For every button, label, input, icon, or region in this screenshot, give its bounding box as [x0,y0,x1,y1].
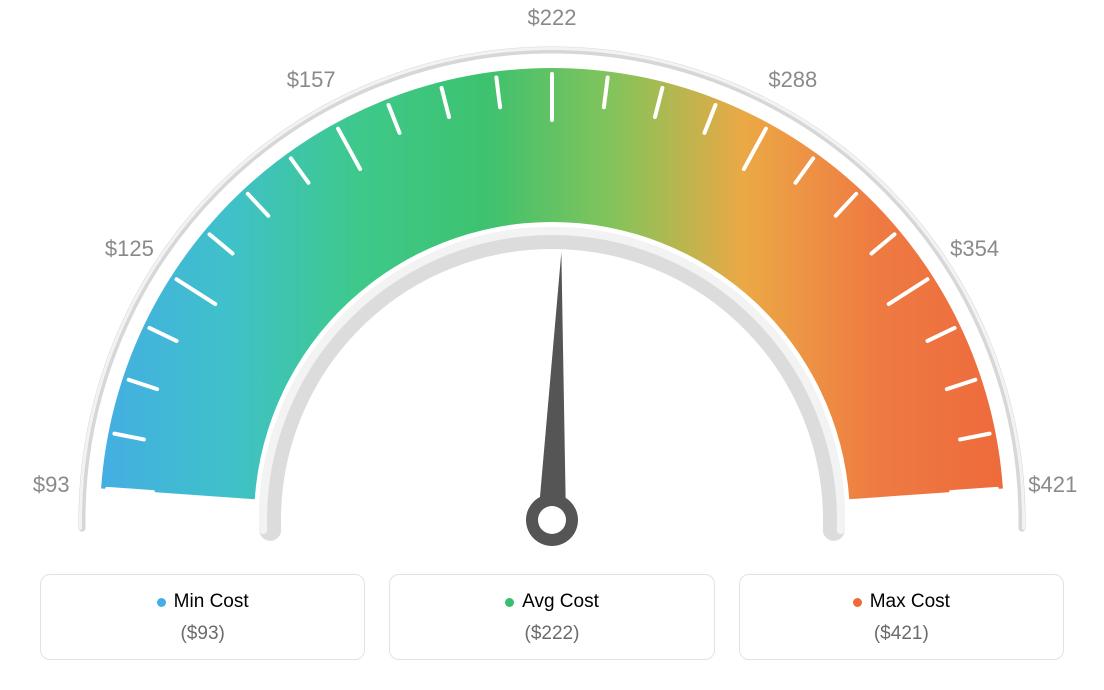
gauge-tick-label: $125 [105,236,154,262]
legend-max: Max Cost ($421) [739,574,1064,660]
legend-max-value: ($421) [752,623,1051,645]
gauge-tick-label: $222 [528,5,577,31]
legend-avg: Avg Cost ($222) [389,574,714,660]
gauge-svg [0,0,1104,560]
legend-min-label-row: Min Cost [157,591,249,613]
legend-min-value: ($93) [53,623,352,645]
dot-icon [157,598,166,607]
legend-max-label: Max Cost [870,591,950,613]
gauge-tick-label: $288 [768,67,817,93]
legend-avg-label-row: Avg Cost [505,591,599,613]
gauge-tick-label: $354 [950,236,999,262]
gauge-tick-label: $157 [287,67,336,93]
gauge-area: $93 $125 $157 $222 $288 $354 $421 [0,0,1104,560]
gauge-tick-label: $421 [1028,472,1077,498]
legend-min: Min Cost ($93) [40,574,365,660]
legend-avg-value: ($222) [402,623,701,645]
legend-row: Min Cost ($93) Avg Cost ($222) Max Cost … [40,574,1064,660]
legend-avg-label: Avg Cost [522,591,599,613]
legend-min-label: Min Cost [174,591,249,613]
cost-gauge-chart: $93 $125 $157 $222 $288 $354 $421 Min Cost ($9… [0,0,1104,690]
dot-icon [505,598,514,607]
dot-icon [853,598,862,607]
gauge-tick-label: $93 [33,472,70,498]
legend-max-label-row: Max Cost [853,591,950,613]
